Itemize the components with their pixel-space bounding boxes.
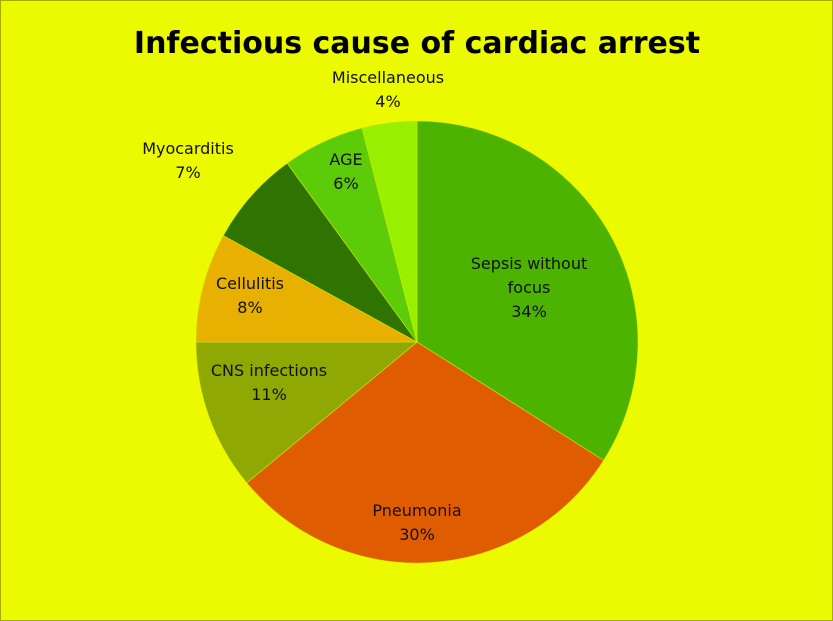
slice-value-label: 6%: [333, 174, 358, 193]
slice-category-label: CNS infections: [211, 361, 327, 380]
slice-category-label: AGE: [329, 150, 362, 169]
slice-value-label: 4%: [375, 92, 400, 111]
pie-slice-sepsis-without-focus: [416, 120, 639, 461]
slice-category-label: focus: [508, 278, 551, 297]
slice-category-label: Myocarditis: [142, 139, 234, 158]
slice-value-label: 11%: [251, 385, 287, 404]
slice-value-label: 30%: [399, 525, 435, 544]
pie-slice-cellulitis: [195, 235, 418, 343]
slice-category-label: Miscellaneous: [332, 68, 444, 87]
pie-slice-miscellaneous: [361, 120, 418, 343]
chart-title: Infectious cause of cardiac arrest: [134, 26, 700, 61]
slice-category-label: Pneumonia: [372, 501, 461, 520]
slice-value-label: 8%: [237, 298, 262, 317]
pie-slice-pneumonia: [246, 341, 605, 564]
slice-labels: Sepsis without focus 34% Pneumonia 30% CNS in…: [142, 68, 587, 544]
slice-category-label: Cellulitis: [216, 274, 284, 293]
pie-slice-cns-infections: [195, 341, 418, 484]
slice-value-label: 34%: [511, 302, 547, 321]
slice-category-label: Sepsis without: [471, 254, 588, 273]
pie-slices: [195, 120, 639, 564]
slice-value-label: 7%: [175, 163, 200, 182]
